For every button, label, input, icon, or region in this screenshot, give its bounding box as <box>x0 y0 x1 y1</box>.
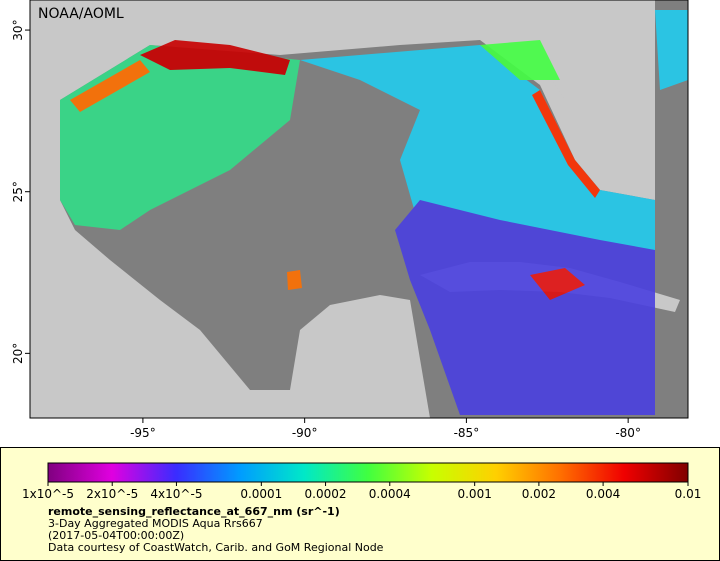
colorbar-tick-label: 0.01 <box>675 487 702 501</box>
colorbar-tick-label: 2x10^-5 <box>86 487 138 501</box>
x-tick-label: -80° <box>615 426 641 440</box>
colorbar-tick-label: 0.002 <box>522 487 556 501</box>
colorbar <box>47 462 689 483</box>
map-area <box>30 0 688 418</box>
reflectance-patch <box>60 45 300 230</box>
colorbar-tick-label: 0.0004 <box>369 487 411 501</box>
x-tick-label: -85° <box>454 426 480 440</box>
legend-line: 3-Day Aggregated MODIS Aqua Rrs667 <box>48 517 263 530</box>
reflectance-patch <box>655 10 688 90</box>
colorbar-tick-label: 0.0002 <box>305 487 347 501</box>
credit: NOAA/AOML <box>38 6 124 22</box>
y-tick-label: 30° <box>11 19 25 40</box>
variable-name: remote_sensing_reflectance_at_667_nm (sr… <box>48 505 340 518</box>
reflectance-patch <box>395 200 655 415</box>
colorbar-tick-label: 1x10^-5 <box>22 487 74 501</box>
colorbar-tick-label: 4x10^-5 <box>150 487 202 501</box>
reflectance-patch <box>530 268 585 300</box>
colorbar-tick-label: 0.004 <box>586 487 620 501</box>
reflectance-patch <box>480 40 560 80</box>
reflectance-patch <box>140 40 290 75</box>
y-tick-label: 25° <box>11 181 25 202</box>
reflectance-patch <box>70 60 150 112</box>
map-frame <box>29 0 689 419</box>
reflectance-patch <box>532 90 600 198</box>
reflectance-patch <box>300 45 655 270</box>
florida <box>545 0 655 195</box>
y-tick-label: 20° <box>11 343 25 364</box>
reflectance-overlay <box>60 10 688 415</box>
colorbar-tick-label: 0.001 <box>457 487 491 501</box>
x-tick-label: -95° <box>130 426 156 440</box>
x-tick-label: -90° <box>292 426 318 440</box>
legend-line: (2017-05-04T00:00:00Z) <box>48 529 184 542</box>
legend-line: Data courtesy of CoastWatch, Carib. and … <box>48 541 384 554</box>
reflectance-patch <box>287 270 302 290</box>
colorbar-tick-label: 0.0001 <box>240 487 282 501</box>
